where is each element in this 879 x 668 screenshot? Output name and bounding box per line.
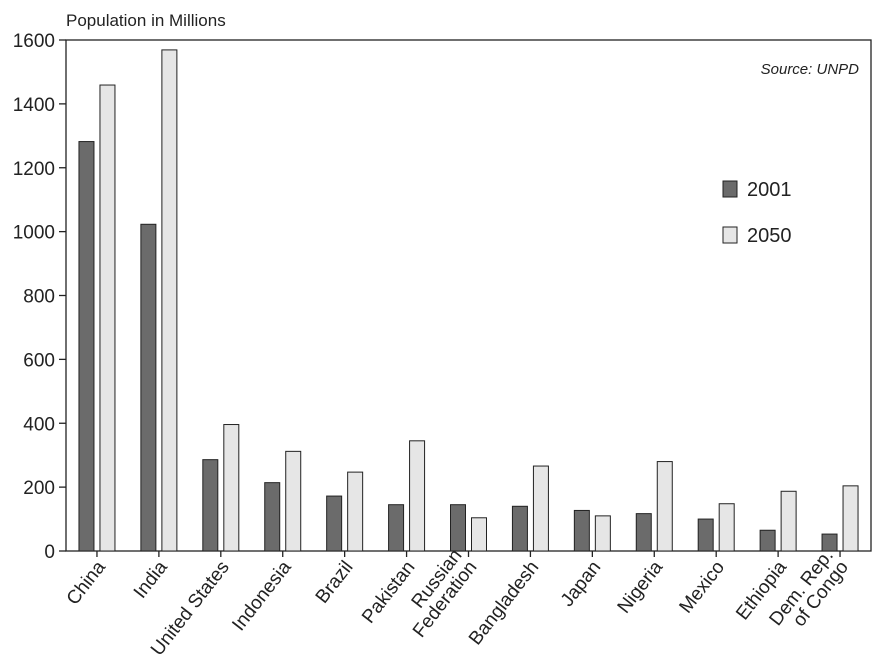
y-tick-label: 600: [23, 350, 55, 371]
bar-2001: [450, 504, 466, 552]
bar-2001: [821, 533, 838, 552]
y-tick-label: 1400: [13, 95, 55, 116]
y-axis-title: Population in Millions: [66, 11, 226, 30]
x-tick-label-line: Mexico: [676, 557, 730, 617]
x-tick-label: Nigeria: [614, 557, 668, 618]
bar-2050: [223, 424, 240, 552]
legend-swatch-2001: [722, 180, 738, 198]
x-tick-label: Mexico: [676, 557, 730, 617]
legend-label-2001: 2001: [747, 179, 792, 201]
bar-2001: [202, 459, 219, 552]
bar-2050: [161, 49, 178, 552]
bar-2050: [842, 485, 859, 552]
bar-2001: [759, 529, 776, 552]
y-tick-label: 0: [44, 542, 55, 563]
source-note: Source: UNPD: [761, 61, 860, 78]
bar-2050: [409, 440, 426, 552]
y-tick-label: 1200: [13, 159, 55, 180]
x-tick-label: Pakistan: [358, 557, 419, 627]
bar-2050: [471, 517, 487, 552]
bar-2001: [140, 223, 157, 552]
bar-2050: [532, 465, 549, 552]
plot-frame: [65, 39, 872, 552]
x-tick-label: Japan: [557, 557, 605, 611]
bar-2001: [511, 505, 528, 552]
legend-label-2050: 2050: [747, 225, 792, 247]
bars: [78, 49, 859, 552]
bar-2001: [388, 504, 405, 552]
x-tick-label: Indonesia: [228, 557, 296, 635]
bar-2050: [780, 490, 797, 552]
legend: 2001 2050: [722, 179, 792, 247]
x-tick-label: Brazil: [312, 557, 358, 607]
bar-2050: [594, 515, 611, 552]
x-tick-label: Dem. Rep.of Congo: [766, 545, 853, 641]
bar-2001: [697, 518, 714, 552]
x-tick-label-line: Nigeria: [614, 557, 668, 618]
y-tick-label: 1000: [13, 223, 55, 244]
x-tick-label-line: India: [130, 557, 172, 603]
x-tick-label: India: [130, 557, 172, 603]
bar-2050: [347, 471, 364, 552]
y-tick-label: 400: [23, 414, 55, 435]
x-tick-label-line: Brazil: [312, 557, 358, 607]
legend-swatch-2050: [722, 226, 738, 244]
y-axis: 0 200 400 600 800 1000 1200 1400 1600: [13, 31, 66, 563]
bar-2001: [78, 141, 95, 552]
bar-2050: [656, 461, 673, 552]
y-tick-label: 1600: [13, 31, 55, 52]
y-tick-label: 800: [23, 287, 55, 308]
bar-2001: [326, 495, 343, 552]
x-tick-label-line: China: [63, 557, 110, 609]
bar-2001: [264, 482, 281, 552]
bar-2050: [718, 503, 735, 552]
bar-2001: [573, 509, 590, 552]
bar-2050: [285, 450, 302, 552]
x-tick-label: China: [63, 557, 110, 609]
bar-2050: [99, 84, 116, 552]
x-tick-label-line: Japan: [557, 557, 605, 611]
x-tick-label-line: Pakistan: [358, 557, 419, 627]
x-tick-label-line: Indonesia: [228, 557, 296, 635]
bar-2001: [635, 513, 652, 552]
y-tick-label: 200: [23, 478, 55, 499]
x-tick-label: RussianFederation: [394, 545, 481, 641]
